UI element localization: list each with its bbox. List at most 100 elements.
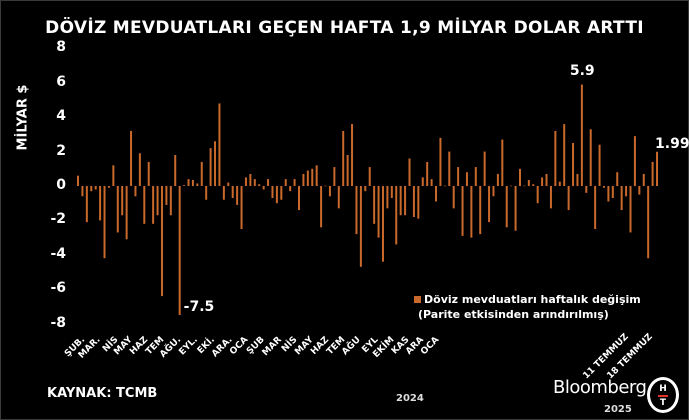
bar bbox=[510, 185, 513, 187]
bar bbox=[99, 186, 102, 221]
bar bbox=[222, 186, 225, 200]
bar bbox=[404, 186, 407, 216]
bar bbox=[629, 186, 632, 233]
source-label: KAYNAK: TCMB bbox=[47, 386, 158, 401]
bar bbox=[289, 186, 292, 192]
bar bbox=[342, 130, 345, 186]
bloomberg-logo: Bloomberg bbox=[553, 377, 647, 398]
bar bbox=[209, 148, 212, 186]
bar bbox=[541, 177, 544, 186]
bar bbox=[337, 186, 340, 209]
legend-label: Döviz mevduatları haftalık değişim bbox=[424, 293, 641, 306]
data-annotation: 5.9 bbox=[569, 62, 595, 79]
bar bbox=[616, 172, 619, 186]
bar bbox=[421, 177, 424, 186]
bar bbox=[244, 177, 247, 186]
bar bbox=[240, 186, 243, 229]
bar bbox=[399, 186, 402, 216]
bar bbox=[642, 173, 645, 186]
bar bbox=[589, 129, 592, 186]
bar bbox=[470, 186, 473, 238]
bar bbox=[267, 179, 270, 186]
bar bbox=[488, 186, 491, 223]
bar bbox=[390, 186, 393, 199]
bar bbox=[302, 173, 305, 186]
bar bbox=[315, 165, 318, 186]
year-label-2024: 2024 bbox=[396, 393, 424, 404]
bar bbox=[426, 161, 429, 186]
bar bbox=[134, 186, 137, 197]
bar bbox=[461, 186, 464, 236]
y-tick-label: 8 bbox=[56, 39, 66, 56]
data-annotation: 1.99 bbox=[655, 135, 689, 152]
bar bbox=[448, 151, 451, 186]
bar bbox=[607, 186, 610, 202]
legend-swatch bbox=[414, 296, 421, 303]
bar bbox=[152, 186, 155, 224]
bar bbox=[439, 137, 442, 186]
bar bbox=[169, 186, 172, 216]
bar bbox=[165, 186, 168, 205]
bar bbox=[174, 155, 177, 186]
bar bbox=[585, 186, 588, 193]
bar bbox=[196, 183, 199, 186]
bar bbox=[377, 186, 380, 238]
bar bbox=[435, 186, 438, 202]
bar bbox=[519, 168, 521, 186]
bar bbox=[651, 161, 654, 186]
bar bbox=[130, 130, 133, 186]
bar bbox=[328, 186, 331, 197]
bar bbox=[249, 173, 252, 186]
bar bbox=[656, 151, 659, 186]
bar bbox=[549, 186, 552, 209]
bar bbox=[355, 186, 358, 235]
bar bbox=[594, 186, 597, 229]
bar bbox=[545, 173, 548, 186]
bar bbox=[218, 103, 221, 186]
bar bbox=[116, 186, 119, 233]
y-tick-label: -6 bbox=[50, 280, 66, 297]
bar bbox=[479, 186, 482, 235]
bar bbox=[558, 181, 561, 186]
chart-title: DÖVİZ MEVDUATLARI GEÇEN HAFTA 1,9 MİLYAR… bbox=[45, 18, 644, 38]
bar bbox=[311, 168, 314, 186]
bar bbox=[306, 170, 309, 186]
bar bbox=[625, 186, 628, 197]
bar bbox=[143, 186, 146, 224]
bar bbox=[125, 186, 128, 240]
y-tick-label: 6 bbox=[56, 73, 66, 90]
bar bbox=[205, 186, 208, 200]
bar bbox=[554, 130, 557, 186]
bar bbox=[430, 179, 433, 186]
bar bbox=[183, 185, 186, 186]
bar bbox=[527, 179, 530, 186]
bar bbox=[563, 124, 566, 186]
bar bbox=[474, 167, 477, 186]
bar bbox=[598, 144, 601, 186]
bar bbox=[386, 186, 389, 209]
bar bbox=[576, 173, 579, 186]
bar bbox=[443, 185, 446, 187]
bar bbox=[156, 186, 159, 216]
y-tick-label: -8 bbox=[50, 314, 66, 331]
bar bbox=[505, 186, 508, 228]
bar bbox=[417, 186, 420, 219]
bar bbox=[572, 143, 575, 186]
y-tick-label: -2 bbox=[50, 211, 66, 228]
bar bbox=[647, 186, 650, 259]
bar bbox=[284, 179, 287, 186]
bar bbox=[412, 186, 415, 217]
bar bbox=[536, 186, 539, 204]
bar bbox=[90, 186, 93, 192]
bar bbox=[227, 182, 230, 186]
bar bbox=[368, 167, 371, 186]
bar bbox=[324, 185, 327, 187]
bar bbox=[121, 186, 124, 216]
bar bbox=[457, 167, 460, 186]
bar bbox=[81, 186, 84, 197]
bar bbox=[112, 165, 115, 186]
bar bbox=[514, 186, 517, 231]
bar bbox=[452, 186, 455, 209]
